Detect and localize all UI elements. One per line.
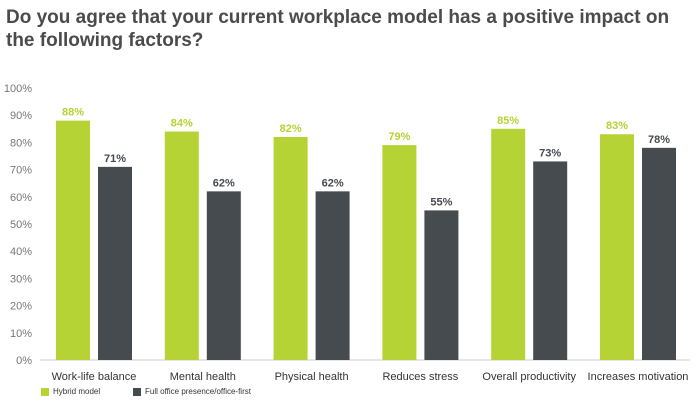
data-label: 82%: [280, 123, 302, 135]
x-tick-label: Increases motivation: [588, 371, 689, 383]
y-tick-label: 100%: [4, 83, 32, 95]
legend-office: Full office presence/office-first: [133, 387, 251, 396]
bar: [642, 147, 676, 360]
y-tick-label: 20%: [10, 301, 32, 313]
x-tick-label: Reduces stress: [382, 371, 458, 383]
bar: [98, 166, 132, 360]
legend-swatch-hybrid: [41, 387, 49, 396]
data-label: 78%: [648, 134, 670, 146]
y-tick-label: 90%: [10, 110, 32, 122]
bar: [424, 210, 459, 360]
bar: [491, 128, 526, 360]
chart-title: Do you agree that your current workplace…: [6, 7, 670, 51]
data-label: 88%: [62, 107, 84, 119]
data-label: 79%: [388, 131, 410, 143]
data-label: 85%: [497, 115, 519, 127]
legend-hybrid: Hybrid model: [41, 387, 100, 396]
y-tick-label: 10%: [10, 328, 32, 340]
data-label: 73%: [539, 147, 561, 159]
data-label: 62%: [322, 177, 344, 189]
y-tick-label: 50%: [10, 219, 32, 231]
y-tick-label: 60%: [10, 192, 32, 204]
bar: [164, 131, 199, 360]
bar: [600, 134, 634, 360]
legend-swatch-office: [133, 387, 141, 396]
data-label: 83%: [606, 120, 628, 132]
x-tick-label: Physical health: [275, 371, 349, 383]
legend-label-office: Full office presence/office-first: [145, 387, 251, 396]
bar: [382, 145, 417, 360]
x-tick-label: Mental health: [170, 371, 236, 383]
bar: [533, 161, 568, 360]
y-tick-label: 80%: [10, 137, 32, 149]
legend-label-hybrid: Hybrid model: [53, 387, 101, 396]
y-tick-label: 70%: [10, 165, 32, 177]
y-tick-label: 0%: [16, 355, 32, 367]
data-label: 55%: [430, 196, 452, 208]
data-label: 71%: [104, 153, 126, 165]
bar: [273, 136, 308, 360]
y-tick-label: 40%: [10, 246, 32, 258]
bar: [56, 120, 90, 360]
y-tick-label: 30%: [10, 273, 32, 285]
bar: [206, 191, 241, 360]
data-label: 62%: [213, 177, 235, 189]
x-tick-label: Overall productivity: [482, 371, 576, 383]
data-label: 84%: [171, 118, 193, 130]
x-tick-label: Work-life balance: [52, 371, 137, 383]
bar: [315, 191, 350, 360]
